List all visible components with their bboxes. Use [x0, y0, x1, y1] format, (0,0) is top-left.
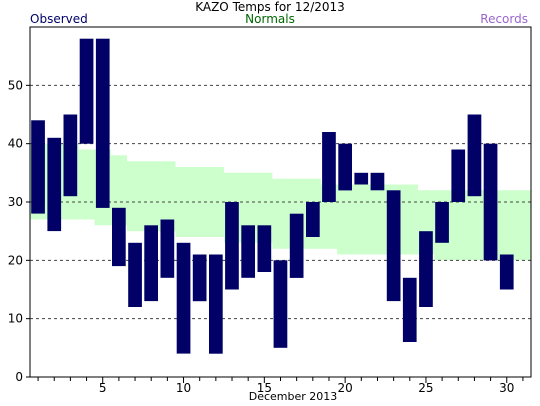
observed-bar [209, 254, 223, 354]
observed-bar [483, 143, 498, 261]
observed-bar [176, 242, 191, 354]
observed-bar [322, 132, 336, 202]
observed-bar [225, 202, 239, 290]
legend-observed: Observed [30, 12, 88, 26]
legend-records: Records [480, 12, 528, 26]
observed-bar [144, 225, 158, 302]
observed-bar [63, 114, 78, 197]
observed-bar [354, 172, 369, 185]
x-tick-label: 15 [257, 381, 272, 395]
legend-normals: Normals [245, 12, 295, 26]
observed-bar [160, 219, 175, 278]
y-tick-label: 50 [8, 78, 23, 92]
observed-bar [31, 120, 45, 214]
observed-bar [112, 207, 126, 267]
observed-bar [257, 225, 272, 272]
y-tick-label: 0 [15, 370, 23, 384]
observed-bar [386, 190, 401, 302]
x-tick-label: 10 [176, 381, 191, 395]
observed-bar [370, 172, 385, 191]
x-tick-label: 20 [338, 381, 353, 395]
observed-bar [47, 137, 62, 232]
observed-bar [435, 202, 449, 243]
observed-bar [273, 260, 288, 348]
x-axis-label: December 2013 [248, 390, 338, 403]
chart-title: KAZO Temps for 12/2013 [195, 0, 345, 14]
observed-bar [499, 254, 514, 290]
observed-bar [128, 242, 142, 307]
x-tick-label: 30 [499, 381, 514, 395]
observed-bar [451, 149, 466, 202]
x-tick-label: 25 [418, 381, 433, 395]
y-tick-label: 40 [8, 137, 23, 151]
y-tick-label: 10 [8, 312, 23, 326]
observed-bar [79, 38, 94, 144]
observed-bar [306, 202, 320, 237]
observed-bar [467, 114, 482, 197]
observed-bar [289, 213, 304, 278]
observed-bar [192, 254, 207, 302]
observed-bar [402, 277, 417, 342]
y-tick-label: 20 [8, 253, 23, 267]
observed-bar [419, 231, 433, 307]
observed-bar [338, 143, 352, 191]
observed-bar [241, 225, 255, 278]
x-tick-label: 5 [99, 381, 107, 395]
observed-bar [95, 38, 110, 208]
y-tick-label: 30 [8, 195, 23, 209]
